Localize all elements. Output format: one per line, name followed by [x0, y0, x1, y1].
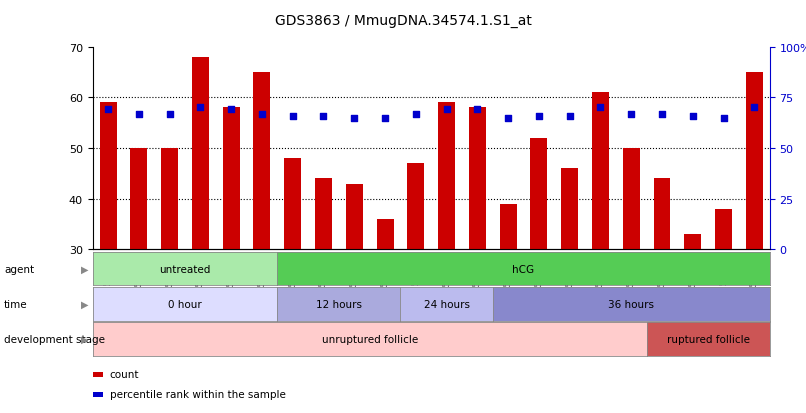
Bar [530, 139, 547, 250]
Text: 12 hours: 12 hours [316, 299, 362, 309]
Text: untreated: untreated [160, 264, 210, 274]
Bar [161, 149, 178, 250]
Bar [407, 164, 424, 250]
Text: count: count [110, 370, 139, 380]
Bar [654, 179, 671, 250]
Bar [100, 103, 117, 250]
Text: ▶: ▶ [81, 264, 89, 274]
Bar [561, 169, 578, 250]
Text: 0 hour: 0 hour [168, 299, 202, 309]
Point [594, 105, 607, 112]
Point [471, 107, 484, 114]
Bar [285, 159, 301, 250]
Point [163, 111, 176, 118]
Point [348, 115, 361, 121]
Bar [315, 179, 332, 250]
Bar [346, 184, 363, 250]
Bar [131, 149, 147, 250]
Bar [192, 57, 209, 250]
Point [256, 111, 268, 118]
Bar [222, 108, 239, 250]
Point [225, 107, 238, 114]
Point [625, 111, 638, 118]
Text: 24 hours: 24 hours [424, 299, 470, 309]
Point [687, 113, 700, 120]
Text: percentile rank within the sample: percentile rank within the sample [110, 389, 285, 399]
Bar [500, 204, 517, 250]
Text: unruptured follicle: unruptured follicle [322, 334, 418, 344]
Point [286, 113, 299, 120]
Text: ruptured follicle: ruptured follicle [667, 334, 750, 344]
Text: ▶: ▶ [81, 299, 89, 309]
Text: hCG: hCG [513, 264, 534, 274]
Point [655, 111, 668, 118]
Point [748, 105, 761, 112]
Text: GDS3863 / MmugDNA.34574.1.S1_at: GDS3863 / MmugDNA.34574.1.S1_at [275, 14, 531, 28]
Text: development stage: development stage [4, 334, 105, 344]
Bar [684, 235, 701, 250]
Point [132, 111, 145, 118]
Text: time: time [4, 299, 27, 309]
Bar [592, 93, 609, 250]
Point [379, 115, 392, 121]
Point [409, 111, 422, 118]
Bar [376, 220, 393, 250]
Bar [469, 108, 486, 250]
Text: 36 hours: 36 hours [609, 299, 654, 309]
Point [717, 115, 730, 121]
Text: ▶: ▶ [81, 334, 89, 344]
Bar [438, 103, 455, 250]
Point [102, 107, 114, 114]
Point [440, 107, 453, 114]
Point [563, 113, 576, 120]
Point [317, 113, 330, 120]
Bar [253, 73, 270, 250]
Point [533, 113, 546, 120]
Bar [746, 73, 762, 250]
Bar [715, 209, 732, 250]
Point [501, 115, 514, 121]
Bar [623, 149, 640, 250]
Point [194, 105, 207, 112]
Text: agent: agent [4, 264, 34, 274]
